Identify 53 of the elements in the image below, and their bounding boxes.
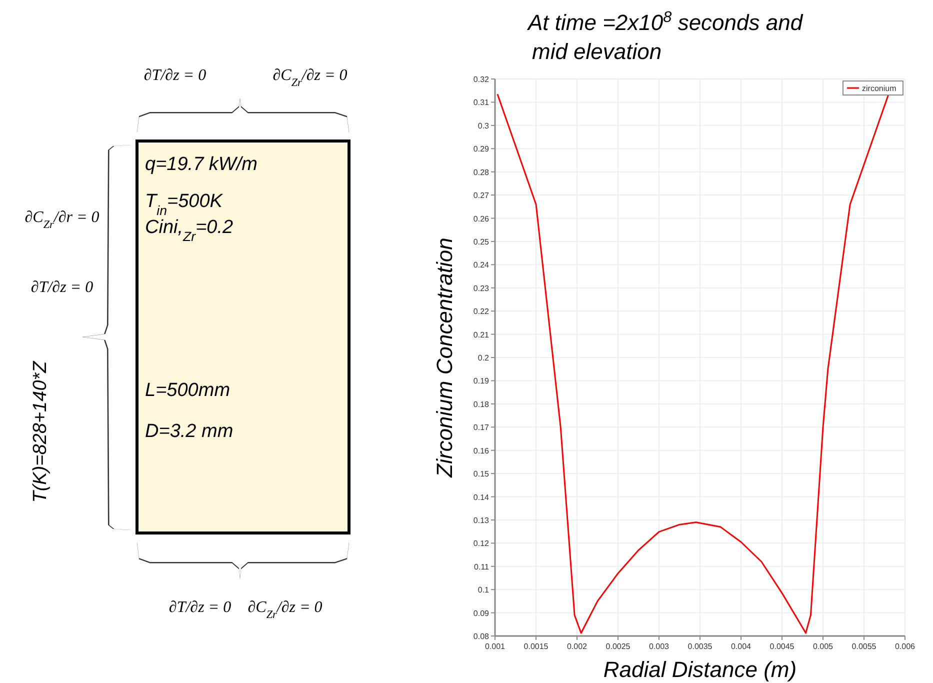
text: L=500mm xyxy=(145,380,230,401)
text: ∂T/∂z = 0 xyxy=(168,599,232,616)
y-tick-label: 0.27 xyxy=(473,191,490,200)
y-tick-label: 0.29 xyxy=(473,144,490,154)
y-tick-label: 0.26 xyxy=(473,214,490,224)
y-tick-label: 0.09 xyxy=(473,608,490,618)
y-tick-label: 0.1 xyxy=(478,586,490,595)
text: ∂C$_{Zr}$/∂z = 0 xyxy=(272,67,348,89)
y-tick-label: 0.28 xyxy=(473,168,490,177)
y-tick-label: 0.21 xyxy=(473,330,490,340)
y-tick-label: 0.15 xyxy=(473,470,490,479)
y-tick-label: 0.3 xyxy=(478,121,490,130)
y-tick-label: 0.2 xyxy=(478,354,490,362)
text: T$_{in}$=500K xyxy=(145,191,224,218)
y-tick-label: 0.32 xyxy=(473,75,490,84)
y-tick-label: 0.11 xyxy=(474,562,490,572)
y-tick-label: 0.08 xyxy=(473,632,490,641)
x-tick-label: 0.005 xyxy=(812,642,834,651)
x-tick-label: 0.001 xyxy=(484,642,506,651)
y-tick-label: 0.12 xyxy=(473,539,490,548)
y-tick-label: 0.24 xyxy=(473,260,490,270)
text: T(K)=828+140*Z xyxy=(30,360,51,503)
y-tick-label: 0.16 xyxy=(473,446,490,456)
legend-label: zirconium xyxy=(862,84,897,93)
y-tick-label: 0.22 xyxy=(473,307,490,316)
x-tick-label: 0.0015 xyxy=(524,642,549,651)
y-tick-label: 0.19 xyxy=(473,376,490,386)
x-tick-label: 0.004 xyxy=(730,642,752,651)
y-tick-label: 0.18 xyxy=(473,400,490,409)
text: D=3.2 mm xyxy=(145,421,234,442)
y-tick-label: 0.31 xyxy=(473,98,490,108)
x-tick-label: 0.0025 xyxy=(606,642,631,651)
text: ∂C$_{Zr}$/∂z = 0 xyxy=(248,599,322,621)
text: ∂T/∂z = 0 xyxy=(144,67,206,84)
text: Cini,$_{Zr}$=0.2 xyxy=(145,217,234,244)
x-axis-title: Radial Distance (m) xyxy=(603,657,797,682)
x-tick-label: 0.002 xyxy=(566,642,588,651)
text: ∂C$_{Zr}$/∂r = 0 xyxy=(24,209,100,231)
x-tick-label: 0.0035 xyxy=(688,642,713,651)
x-tick-label: 0.003 xyxy=(648,642,670,651)
x-tick-label: 0.006 xyxy=(894,642,916,651)
y-tick-label: 0.13 xyxy=(473,516,490,525)
y-tick-label: 0.23 xyxy=(473,284,490,293)
y-tick-label: 0.25 xyxy=(473,237,490,246)
text: q=19.7 kW/m xyxy=(145,154,258,175)
y-tick-label: 0.17 xyxy=(473,423,490,432)
y-tick-label: 0.14 xyxy=(473,492,490,502)
line-series xyxy=(496,93,890,634)
text: ∂T/∂z = 0 xyxy=(30,279,94,296)
chart-title: At time =2x10$^{8}$ seconds and mid elevation xyxy=(526,8,804,64)
x-tick-label: 0.0045 xyxy=(770,642,795,651)
x-tick-label: 0.0055 xyxy=(852,642,877,651)
y-axis-title: Zirconium Concentration xyxy=(432,238,457,478)
